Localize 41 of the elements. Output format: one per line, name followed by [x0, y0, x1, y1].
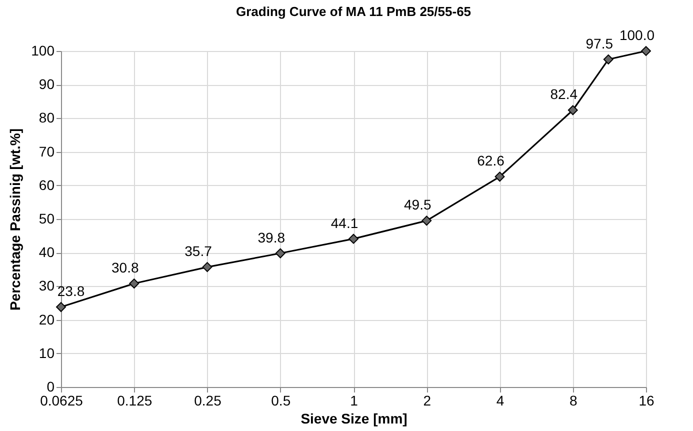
x-tick-label: 1 [350, 392, 358, 408]
y-tick-label: 0 [46, 378, 55, 394]
x-tick-label: 16 [638, 392, 654, 408]
point [422, 216, 432, 226]
data-label: 39.8 [258, 229, 286, 246]
x-tick-label: 0.5 [271, 392, 291, 408]
data-label: 62.6 [477, 152, 505, 169]
y-tick-label: 60 [38, 176, 55, 193]
x-tick-label: 0.0625 [40, 392, 84, 408]
y-tick-label: 10 [38, 344, 55, 361]
data-label: 49.5 [404, 196, 432, 213]
x-axis-title: Sieve Size [mm] [300, 410, 408, 426]
y-tick-label: 90 [38, 76, 55, 92]
x-tick-label: 0.25 [194, 392, 222, 408]
y-tick-label: 50 [38, 210, 55, 226]
data-label: 97.5 [586, 35, 614, 52]
point [568, 105, 578, 116]
x-tick-label: 2 [423, 392, 432, 408]
point [56, 302, 66, 312]
y-tick-label: 30 [38, 278, 55, 294]
y-tick-label: 40 [38, 244, 55, 260]
point [275, 248, 286, 258]
y-tick-label: 80 [38, 110, 55, 126]
y-tick-label: 70 [38, 143, 55, 160]
data-label: 23.8 [57, 283, 85, 300]
point [202, 262, 212, 272]
x-tick-label: 8 [569, 392, 578, 408]
y-tick-label: 100 [31, 42, 55, 58]
x-tick-label: 4 [496, 392, 504, 408]
data-label: 100.0 [619, 27, 655, 43]
y-axis-title: Percentage Passinig [wt.%] [7, 128, 24, 311]
data-label: 82.4 [550, 86, 578, 102]
point [494, 172, 505, 182]
point [348, 234, 358, 244]
x-tick-label: 0.125 [117, 392, 152, 408]
y-tick-label: 20 [38, 311, 55, 328]
data-label: 44.1 [330, 214, 358, 231]
data-label: 35.7 [184, 243, 212, 260]
point [129, 278, 140, 288]
chart-title: Grading Curve of MA 11 PmB 25/55-65 [236, 4, 472, 19]
data-label: 30.8 [112, 260, 139, 276]
